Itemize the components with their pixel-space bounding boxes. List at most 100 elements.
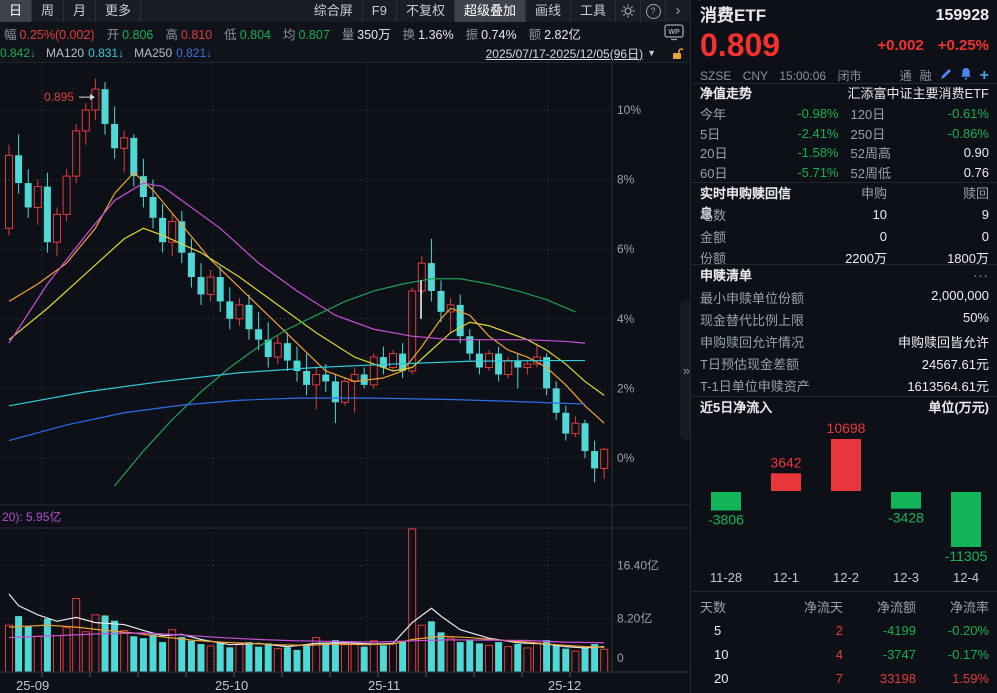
perf-value: -0.86% [947, 125, 989, 141]
period-tab-month[interactable]: 月 [64, 0, 97, 22]
svg-text:25-10: 25-10 [215, 678, 248, 693]
realtime-subscription-table: 笔数 10 9 金额 0 0 份额 2200万 1800万 [691, 204, 997, 269]
perf-label: 52周低 [850, 165, 891, 181]
period-tab-more[interactable]: 更多 [96, 0, 142, 22]
performance-table: 今年 -0.98% 120日 -0.61% 5日 -2.41% 250日 -0.86% 20… [691, 104, 997, 182]
f9-button[interactable]: F9 [363, 0, 397, 22]
vol-ma-magenta [8, 632, 605, 644]
svg-text:4%: 4% [617, 312, 635, 326]
perf-label: 今年 [700, 107, 727, 123]
collapse-handle-icon[interactable]: » [680, 300, 693, 440]
ma-magenta [8, 182, 586, 344]
realtime-subscription-header: 实时申购赎回信息 [700, 186, 792, 221]
security-name: 消费ETF [700, 6, 767, 25]
chevron-down-icon[interactable]: ▼ [647, 48, 656, 58]
shanghai-connect-flag: 通 [899, 69, 912, 83]
perf-value: -1.58% [797, 145, 839, 161]
rt-label: 金额 [700, 229, 727, 245]
flow-net-amount: 33198 [879, 670, 916, 686]
ma-cyan [8, 359, 585, 407]
wp-monitor-icon[interactable]: WP [664, 24, 684, 44]
rt-redeem: 1800万 [947, 251, 989, 267]
netflow-bar-chart: -3806 11-28 3642 12-1 10698 12-2 -3428 12-3 -113… [708, 420, 987, 585]
flow-net-rate: 1.59% [952, 670, 989, 686]
quote-amplitude: 振 0.74% [465, 27, 517, 42]
perf-label: 5日 [700, 126, 721, 142]
quote-avg: 均 0.807 [282, 27, 330, 42]
quote-time: 15:00:06 [779, 69, 827, 83]
perf-value: -2.41% [797, 125, 839, 141]
perf-value: -0.61% [947, 106, 989, 122]
vol-ma-orange [8, 624, 605, 648]
alert-bell-icon[interactable] [960, 66, 972, 86]
svg-text:25-12: 25-12 [548, 678, 581, 693]
panel-splitter[interactable]: » [679, 62, 695, 672]
quote-turnover-rate: 换 1.36% [402, 27, 454, 42]
rt-label: 笔数 [700, 208, 727, 224]
subscription-list-header: 申赎清单 [700, 268, 753, 283]
tools-button[interactable]: 工具 [571, 0, 616, 22]
list-item: T日预估现金差额 24567.61元 [700, 357, 989, 373]
flow-col-header: 净流率 [949, 599, 989, 615]
period-tab-week[interactable]: 周 [32, 0, 65, 22]
perf-value: 0.90 [963, 145, 989, 161]
svg-text:16.40亿: 16.40亿 [617, 557, 659, 572]
quote-amount: 额 2.82亿 [528, 27, 581, 42]
svg-text:3642: 3642 [770, 454, 801, 470]
security-code: 159928 [935, 7, 989, 24]
price-change-pct: +0.25% [937, 36, 989, 54]
ma-fast-orange [8, 171, 605, 424]
subscription-detail-list: 最小申赎单位份额 2,000,000 现金替代比例上限 50% 申购赎回允许情况 申购… [691, 286, 997, 397]
help-icon[interactable]: ? [641, 0, 666, 22]
col-redeem: 赎回 [962, 186, 989, 201]
svg-text:-3806: -3806 [708, 511, 744, 527]
settings-gear-icon[interactable] [616, 0, 641, 22]
list-item: 申购赎回允许情况 申购赎回皆允许 [700, 334, 989, 350]
main-candlestick-chart[interactable]: 10% 8% 6% 4% 2% 0% 16.40亿 8.20亿 0 0.895 20): 5.95亿… [0, 62, 690, 693]
svg-text:12-3: 12-3 [893, 570, 919, 585]
ma120-legend: MA120 0.831↓ [46, 46, 125, 60]
svg-text:0%: 0% [617, 451, 635, 465]
flow-days: 20 [714, 670, 729, 686]
flow-net-amount: -3747 [882, 646, 916, 662]
perf-label: 20日 [700, 146, 728, 162]
perf-value: -0.98% [797, 106, 839, 122]
draw-line-button[interactable]: 画线 [526, 0, 571, 22]
lock-icon[interactable] [671, 47, 684, 63]
svg-text:-3428: -3428 [888, 510, 924, 526]
flow-net-days: 4 [835, 646, 843, 662]
composite-screen-button[interactable]: 综合屏 [305, 0, 363, 22]
no-adjust-button[interactable]: 不复权 [397, 0, 455, 22]
netflow-header: 近5日净流入 [700, 400, 773, 415]
flow-net-amount: -4199 [882, 622, 916, 638]
list-item: 最小申赎单位份额 2,000,000 [700, 287, 989, 306]
svg-text:12-2: 12-2 [833, 570, 859, 585]
perf-label: 60日 [700, 165, 728, 181]
ma-green [114, 278, 576, 487]
chart-toolbar: 日 周 月 更多 综合屏 F9 不复权 超级叠加 画线 工具 ? › [0, 0, 690, 23]
flow-days: 10 [714, 646, 729, 662]
ma-legend-bar: 0.842↓ MA120 0.831↓ MA250 0.821↓ 2025/07/1… [0, 44, 690, 63]
svg-text:12-4: 12-4 [953, 570, 979, 585]
super-overlay-button[interactable]: 超级叠加 [454, 0, 526, 22]
rt-redeem: 0 [981, 228, 989, 244]
edit-pencil-icon[interactable] [940, 66, 952, 86]
rt-redeem: 9 [981, 207, 989, 223]
volume-ma-label: 20): 5.95亿 [2, 509, 61, 524]
svg-text:11-28: 11-28 [710, 570, 742, 585]
add-to-watchlist-icon[interactable]: + [979, 67, 989, 84]
more-ellipsis[interactable]: ··· [973, 268, 989, 283]
flow-col-header: 净流天 [803, 599, 843, 615]
ma-blue [8, 397, 586, 442]
rt-buy: 2200万 [845, 251, 887, 267]
date-range-selector[interactable]: 2025/07/17-2025/12/05(96日) [485, 46, 644, 61]
flow-net-rate: -0.20% [947, 622, 989, 638]
quote-change: 幅 0.25%(0.002) [4, 27, 95, 42]
flow-net-rate: -0.17% [947, 646, 989, 662]
netflow-summary-table: 天数 净流天 净流额 净流率 5 2 -4199 -0.20% 10 4 -37… [691, 594, 997, 690]
period-tab-day[interactable]: 日 [0, 0, 33, 22]
quote-volume: 量 350万 [341, 27, 391, 42]
expand-right-icon[interactable]: › [675, 2, 681, 19]
flow-days: 5 [714, 622, 722, 638]
quote-high: 高 0.810 [165, 27, 213, 42]
